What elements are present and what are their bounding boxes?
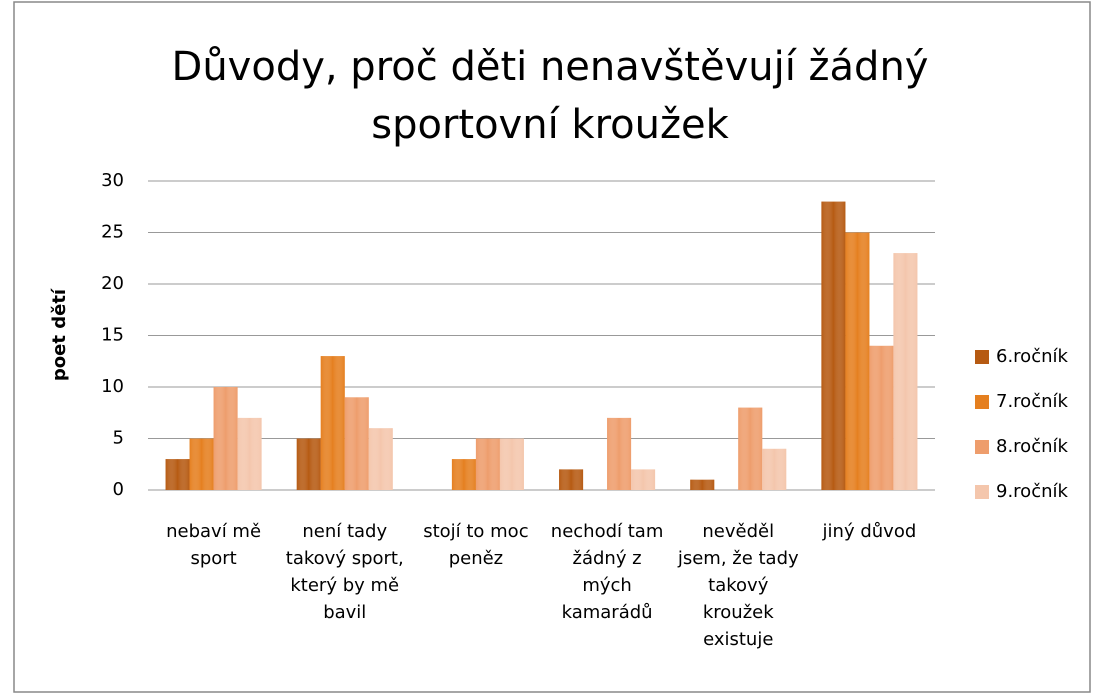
x-tick-label: jiný důvod (822, 521, 917, 542)
bar-shine (559, 469, 584, 490)
bar-shine (237, 417, 262, 490)
y-tick-label: 0 (113, 479, 124, 500)
bar-shine (738, 407, 763, 490)
bar-shine (213, 387, 238, 490)
x-tick-label: stojí to moc peněz (423, 521, 529, 569)
x-tick-label: nevěděl jsem, že tady takový kroužek exi… (677, 521, 799, 650)
bar-shine (499, 438, 524, 490)
y-tick-label: 10 (101, 376, 124, 397)
legend-swatch (975, 485, 989, 499)
bar-shine (165, 459, 190, 490)
bar-shine (451, 459, 476, 490)
x-tick-label: nebaví mě sport (166, 521, 262, 569)
y-tick-label: 5 (113, 428, 124, 449)
legend-swatch (975, 395, 989, 409)
y-axis-label: poet dětí (49, 288, 70, 381)
y-tick-label: 25 (101, 222, 124, 243)
bar-shine (762, 448, 787, 490)
y-tick-label: 30 (101, 170, 124, 191)
legend-swatch (975, 350, 989, 364)
bar-shine (296, 438, 321, 490)
bar-shine (320, 356, 345, 490)
bar-shine (869, 345, 894, 490)
x-tick-label: není tady takový sport, který by mě bavi… (285, 521, 404, 623)
bar-shine (845, 232, 870, 490)
bar-shine (690, 479, 715, 490)
bar-shine (607, 417, 632, 490)
bar-shine (631, 469, 656, 490)
bar-shine (344, 397, 369, 490)
legend-label: 8.ročník (996, 436, 1068, 457)
y-tick-label: 20 (101, 273, 124, 294)
legend-label: 6.ročník (996, 346, 1068, 367)
x-tick-label: nechodí tam žádný z mých kamarádů (550, 521, 664, 623)
bar-shine (821, 201, 846, 490)
legend-label: 9.ročník (996, 481, 1068, 502)
bar-shine (368, 428, 393, 490)
chart-title: Důvody, proč děti nenavštěvují žádný spo… (171, 44, 929, 148)
legend-label: 7.ročník (996, 391, 1068, 412)
bar-shine (475, 438, 500, 490)
bar-shine (189, 438, 214, 490)
y-tick-label: 15 (101, 325, 124, 346)
bar-shine (893, 253, 918, 490)
legend-swatch (975, 440, 989, 454)
